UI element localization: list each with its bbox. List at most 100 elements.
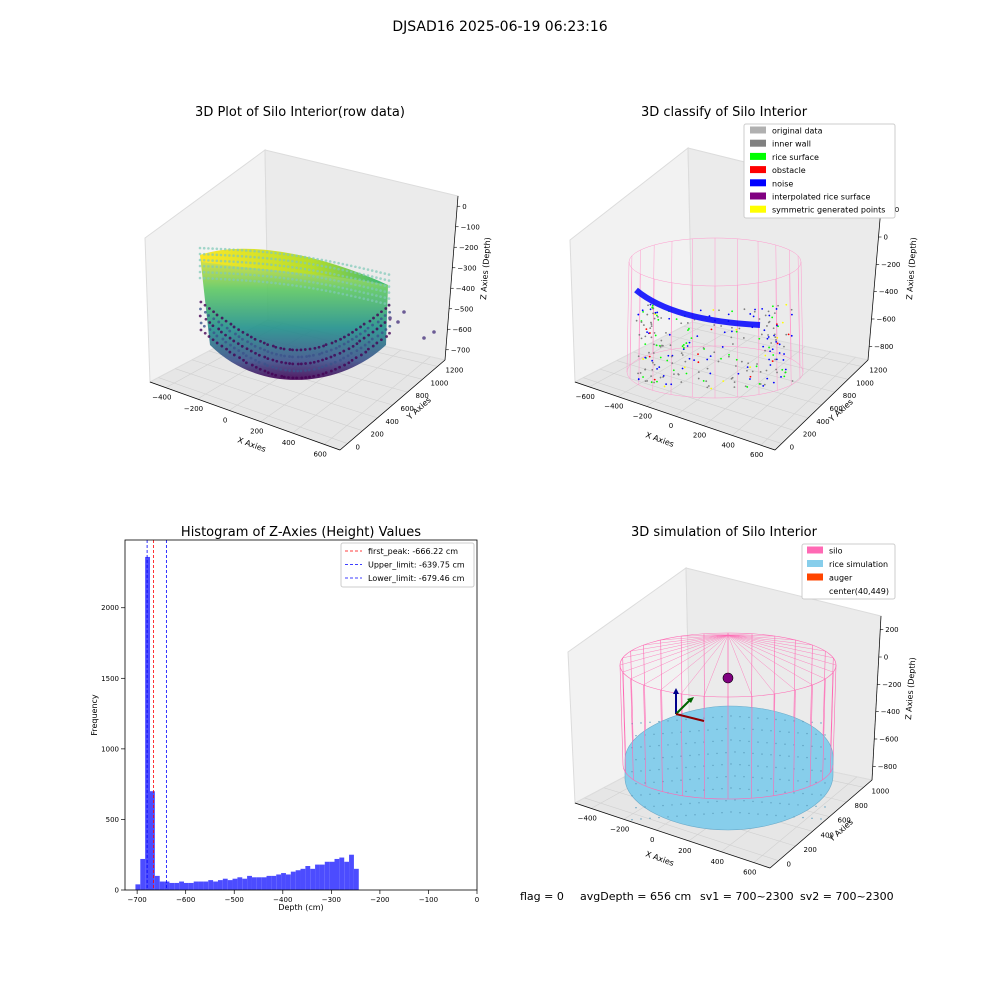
raw-point [240, 344, 244, 348]
raw-point [282, 252, 286, 256]
simulation-x-ticks: −400 −200 0 200 400 600 [578, 814, 757, 876]
rice-grid-dot [725, 800, 727, 802]
raw-point [212, 317, 216, 321]
classify-legend-swatch [750, 139, 766, 147]
rice-grid-dot [680, 755, 682, 757]
classified-point [638, 333, 641, 336]
raw-point [379, 317, 383, 321]
raw-point [215, 341, 219, 345]
classified-point [749, 378, 751, 380]
rice-grid-dot [667, 720, 669, 722]
histogram-bar [208, 880, 214, 890]
histogram-bar [276, 874, 282, 890]
histogram-y-tick-label: 0 [115, 887, 119, 895]
classified-point [721, 346, 724, 348]
classified-point [780, 376, 782, 378]
raw-point [355, 335, 358, 339]
raw-point [241, 337, 244, 341]
raw-x-axis-line [149, 381, 341, 451]
silo-strut [809, 684, 813, 787]
raw-point [307, 280, 311, 284]
classified-point [682, 343, 685, 346]
rice-grid-dot [658, 816, 660, 819]
classify-silo-strut [789, 249, 792, 360]
classified-point [702, 379, 705, 382]
classified-point [787, 333, 790, 336]
raw-point [198, 252, 202, 256]
raw-point [362, 322, 366, 326]
raw-point [278, 264, 282, 267]
classified-point [710, 328, 713, 331]
raw-point [347, 333, 351, 337]
classified-point [733, 381, 736, 384]
gridline [583, 377, 782, 444]
raw-point [303, 348, 307, 351]
raw-point [282, 258, 286, 262]
raw-point [345, 269, 349, 273]
simulation-z-ticks: 200 0 −200 −400 −600 −800 [872, 626, 901, 771]
rice-grid-dot [775, 742, 777, 745]
raw-point [355, 342, 359, 346]
raw-point [257, 256, 261, 259]
y-tick-label: 600 [838, 817, 851, 825]
classified-point [772, 354, 775, 356]
simulation-legend-swatch [807, 560, 823, 567]
raw-point [279, 353, 283, 357]
raw-point [249, 261, 252, 265]
raw-point [274, 281, 277, 285]
rice-grid-dot [806, 732, 808, 735]
histogram-bar [295, 870, 301, 890]
classified-point [771, 348, 774, 351]
y-tick-label: 1000 [872, 787, 890, 795]
raw-point [261, 268, 265, 272]
raw-point [237, 335, 241, 339]
classify-x-ticks: −600 −400 −200 0 200 400 600 [576, 393, 764, 459]
simulation-legend: silo rice simulation auger center(40,449) [801, 543, 896, 600]
rice-grid-dot [739, 740, 741, 742]
z-tick-label: −100 [461, 223, 480, 231]
raw-z-axis-line [444, 195, 459, 361]
z-tick-label: −400 [879, 288, 898, 296]
raw-point [329, 362, 333, 366]
raw-point [236, 266, 240, 270]
rice-grid-dot [698, 730, 700, 732]
raw-point [274, 373, 278, 377]
classified-point [769, 364, 772, 366]
rice-grid-dot [734, 799, 736, 801]
raw-point [362, 279, 366, 282]
histogram-bar [271, 875, 277, 890]
raw-top-surface [200, 248, 388, 285]
rice-grid-dot [712, 812, 714, 815]
raw-point [341, 274, 345, 278]
classified-point [645, 328, 648, 331]
classify-silo-strut [670, 282, 673, 395]
raw-point [236, 342, 240, 346]
classified-point [655, 344, 658, 347]
classified-point [781, 368, 784, 371]
rice-grid-dot [649, 793, 651, 795]
rice-grid-dot [635, 807, 637, 809]
raw-point [299, 273, 303, 276]
classify-silo-strut [652, 278, 655, 391]
raw-point [282, 347, 286, 351]
raw-point [387, 303, 391, 307]
raw-point [257, 360, 261, 364]
raw-point [254, 351, 257, 355]
rice-grid-dot [676, 719, 678, 721]
classify-legend-swatch [750, 126, 766, 134]
classified-point [670, 355, 673, 358]
classify-silo-strut [638, 249, 641, 360]
raw-point [383, 284, 387, 287]
gridline [666, 334, 849, 380]
rice-grid-dot [680, 779, 682, 781]
raw-point [207, 265, 210, 268]
classify-silo-strut [737, 238, 739, 347]
raw-point [387, 273, 391, 276]
simulation-y-ticks: 0 200 400 600 800 1000 [787, 787, 890, 868]
classified-point [773, 333, 776, 336]
classified-point [731, 310, 734, 313]
classified-point [766, 325, 768, 327]
raw-point [224, 340, 228, 344]
raw-point [237, 328, 241, 332]
info-sv2: sv2 = 700~2300 [800, 890, 894, 903]
